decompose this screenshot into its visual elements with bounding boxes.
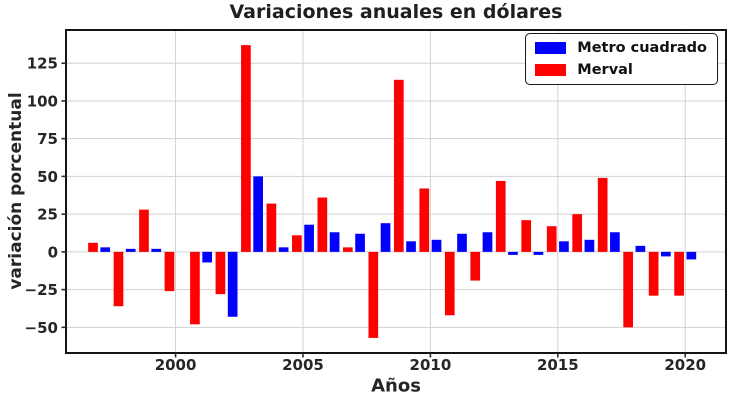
bar-merval-2011 (444, 251, 455, 316)
bar-metro-cuadrado-1999 (151, 248, 162, 252)
y-tick-label: 100 (27, 92, 58, 110)
bar-metro-cuadrado-1998 (125, 248, 136, 252)
y-tick-label: −25 (25, 281, 58, 299)
bar-metro-cuadrado-2013 (508, 251, 518, 255)
bar-merval-2019 (648, 251, 659, 296)
bar-merval-2002 (215, 251, 226, 295)
bar-merval-2012 (470, 251, 481, 281)
bar-merval-2006 (317, 197, 328, 252)
bar-metro-cuadrado-2010 (431, 239, 442, 252)
bar-merval-2015 (546, 226, 557, 252)
bar-metro-cuadrado-2019 (661, 251, 671, 257)
legend-row: Metro cuadrado (535, 40, 707, 56)
bar-merval-2009 (393, 79, 404, 252)
bar-merval-2018 (623, 251, 633, 328)
x-axis-label: Años (371, 375, 421, 397)
bar-metro-cuadrado-2007 (355, 233, 365, 252)
bar-merval-2017 (597, 177, 608, 252)
bar-merval-2010 (419, 188, 430, 252)
bar-metro-cuadrado-2003 (253, 176, 263, 252)
y-tick-label: 75 (37, 130, 58, 148)
bar-metro-cuadrado-2011 (457, 233, 467, 252)
legend-row: Merval (535, 62, 707, 78)
bar-metro-cuadrado-2016 (584, 239, 595, 252)
x-tick-label: 2010 (410, 356, 452, 374)
bar-merval-2013 (495, 180, 506, 252)
bar-merval-2016 (572, 214, 583, 252)
bar-metro-cuadrado-2018 (635, 245, 646, 252)
bar-metro-cuadrado-2017 (610, 232, 620, 252)
bar-merval-2008 (368, 251, 379, 338)
legend-label: Metro cuadrado (577, 40, 707, 56)
bar-merval-1997 (88, 242, 98, 252)
bar-merval-2014 (521, 220, 532, 252)
bar-merval-2020 (674, 251, 684, 296)
bar-merval-1998 (113, 251, 124, 307)
bar-metro-cuadrado-2015 (559, 241, 569, 252)
bar-metro-cuadrado-2014 (533, 251, 544, 255)
legend: Metro cuadrado Merval (525, 33, 718, 85)
bar-metro-cuadrado-2001 (202, 251, 213, 263)
bar-merval-1999 (139, 209, 149, 252)
x-tick-label: 2020 (664, 356, 706, 374)
bar-merval-2001 (190, 251, 200, 325)
bar-metro-cuadrado-2005 (304, 224, 314, 252)
x-tick-label: 2015 (537, 356, 579, 374)
bar-merval-2005 (292, 235, 302, 252)
x-tick-label: 2005 (282, 356, 324, 374)
bar-merval-2000 (164, 251, 175, 292)
bar-metro-cuadrado-2008 (380, 223, 391, 252)
y-tick-label: 50 (37, 168, 58, 186)
bar-merval-2007 (342, 247, 353, 252)
legend-label: Merval (577, 62, 633, 78)
plot-border (65, 29, 727, 354)
bar-metro-cuadrado-1997 (100, 247, 111, 252)
bar-metro-cuadrado-2006 (329, 232, 340, 252)
chart-title: Variaciones anuales en dólares (229, 1, 563, 23)
bar-metro-cuadrado-2020 (686, 251, 697, 260)
y-tick-label: 25 (37, 206, 58, 224)
bar-metro-cuadrado-2002 (227, 251, 238, 317)
bar-merval-2004 (266, 203, 277, 252)
y-tick-label: 125 (27, 55, 58, 73)
y-tick-label: −50 (25, 319, 58, 337)
bar-metro-cuadrado-2012 (482, 232, 493, 252)
bar-metro-cuadrado-2009 (406, 241, 416, 252)
legend-swatch-merval (535, 64, 567, 76)
bar-merval-2003 (241, 45, 251, 252)
bar-metro-cuadrado-2004 (278, 247, 289, 252)
legend-swatch-metro-cuadrado (535, 42, 567, 54)
x-tick-label: 2000 (155, 356, 197, 374)
y-tick-label: 0 (48, 243, 58, 261)
